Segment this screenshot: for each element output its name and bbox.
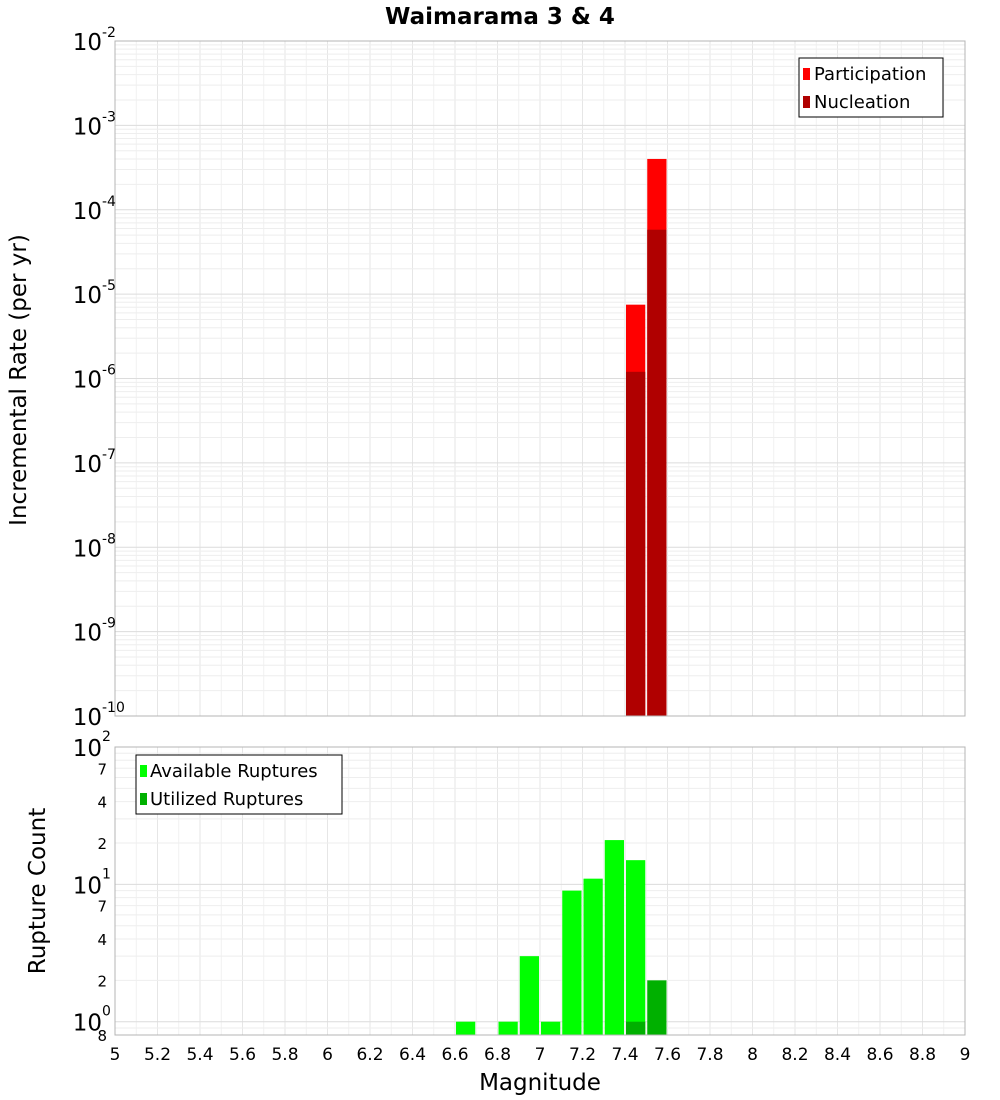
y-tick-exponent-top: -2	[102, 25, 116, 41]
legend-label-nucleation: Nucleation	[814, 92, 910, 113]
plot-frame-top	[114, 40, 966, 717]
x-tick-label: 5.4	[186, 1045, 213, 1065]
y-tick-exponent-bottom: 0	[102, 1004, 111, 1020]
y-tick-label-top: 10	[73, 368, 102, 394]
legend-top	[798, 57, 944, 118]
bar-available-ruptures	[562, 890, 582, 1035]
y-axis-title-bottom: Rupture Count	[25, 808, 51, 974]
bar-available-ruptures	[519, 956, 539, 1035]
chart-title: Waimarama 3 & 4	[385, 4, 615, 30]
bar-available-ruptures	[583, 878, 603, 1035]
legend-swatch-utilized-ruptures	[140, 793, 147, 805]
y-tick-label-bottom: 10	[73, 873, 102, 899]
y-tick-exponent-top: -8	[102, 531, 116, 547]
y-tick-label-top: 10	[73, 452, 102, 478]
plot-frame-bottom	[114, 746, 966, 1036]
x-tick-label: 8.4	[824, 1045, 851, 1065]
x-tick-label: 8.2	[781, 1045, 808, 1065]
x-tick-label: 5.8	[271, 1045, 298, 1065]
y-tick-exponent-bottom: 1	[102, 866, 111, 882]
y-tick-exponent-top: -5	[102, 278, 116, 294]
x-tick-label: 9	[960, 1045, 971, 1065]
x-tick-label: 7	[535, 1045, 546, 1065]
bar-available-ruptures	[498, 1021, 518, 1035]
x-tick-label: 8.6	[866, 1045, 893, 1065]
y-minor-tick-label-bottom: 2	[97, 972, 107, 990]
x-tick-label: 5.2	[144, 1045, 171, 1065]
x-tick-label: 8	[747, 1045, 758, 1065]
y-minor-tick-label-bottom: 2	[97, 835, 107, 853]
y-tick-label-top: 10	[73, 114, 102, 140]
x-tick-label: 6.6	[441, 1045, 468, 1065]
x-tick-label: 7.2	[569, 1045, 596, 1065]
bar-nucleation	[626, 371, 646, 716]
y-tick-label-top: 10	[73, 536, 102, 562]
bar-utilized-ruptures	[647, 980, 667, 1035]
legend-bottom	[135, 754, 343, 815]
x-tick-label: 5.6	[229, 1045, 256, 1065]
y-tick-exponent-top: -6	[102, 363, 116, 379]
y-tick-label-top: 10	[73, 283, 102, 309]
x-tick-label: 6	[322, 1045, 333, 1065]
x-tick-label: 6.2	[356, 1045, 383, 1065]
x-tick-label: 7.8	[696, 1045, 723, 1065]
y-minor-tick-label-bottom: 7	[97, 760, 107, 778]
bar-available-ruptures	[456, 1021, 476, 1035]
x-tick-label: 7.4	[611, 1045, 638, 1065]
y-tick-exponent-top: -10	[102, 700, 125, 716]
legend-label-available-ruptures: Available Ruptures	[150, 761, 318, 782]
x-tick-label: 6.8	[484, 1045, 511, 1065]
y-minor-tick-label-bottom: 4	[97, 931, 107, 949]
x-axis-title: Magnitude	[479, 1070, 601, 1096]
y-tick-exponent-top: -9	[102, 616, 116, 632]
legend-label-participation: Participation	[814, 64, 926, 85]
legend-label-utilized-ruptures: Utilized Ruptures	[150, 789, 303, 810]
y-tick-exponent-top: -7	[102, 447, 116, 463]
x-tick-label: 7.6	[654, 1045, 681, 1065]
y-tick-label-top: 10	[73, 30, 102, 56]
y-tick-exponent-top: -4	[102, 194, 116, 210]
y-axis-title-top: Incremental Rate (per yr)	[6, 234, 32, 526]
y-tick-label-bottom: 10	[73, 1011, 102, 1037]
legend-swatch-nucleation	[803, 96, 810, 108]
y-tick-label-top: 10	[73, 199, 102, 225]
y-minor-tick-label-bottom: 4	[97, 794, 107, 812]
y-minor-tick-label-bottom: 7	[97, 898, 107, 916]
bar-available-ruptures	[604, 840, 624, 1035]
y-tick-exponent-bottom: 2	[102, 729, 111, 745]
x-tick-label: 6.4	[399, 1045, 426, 1065]
y-tick-label-top: 10	[73, 705, 102, 731]
bar-available-ruptures	[626, 860, 646, 1035]
y-tick-exponent-top: -3	[102, 109, 116, 125]
legend-swatch-available-ruptures	[140, 765, 147, 777]
bar-utilized-ruptures	[626, 1021, 646, 1035]
y-tick-label-top: 10	[73, 621, 102, 647]
x-tick-label: 5	[110, 1045, 121, 1065]
bar-nucleation	[647, 229, 667, 717]
legend-swatch-participation	[803, 68, 810, 80]
y-minor-tick-label-bottom: 8	[97, 1027, 107, 1045]
y-tick-label-bottom: 10	[73, 736, 102, 762]
bar-available-ruptures	[541, 1021, 561, 1035]
x-tick-label: 8.8	[909, 1045, 936, 1065]
